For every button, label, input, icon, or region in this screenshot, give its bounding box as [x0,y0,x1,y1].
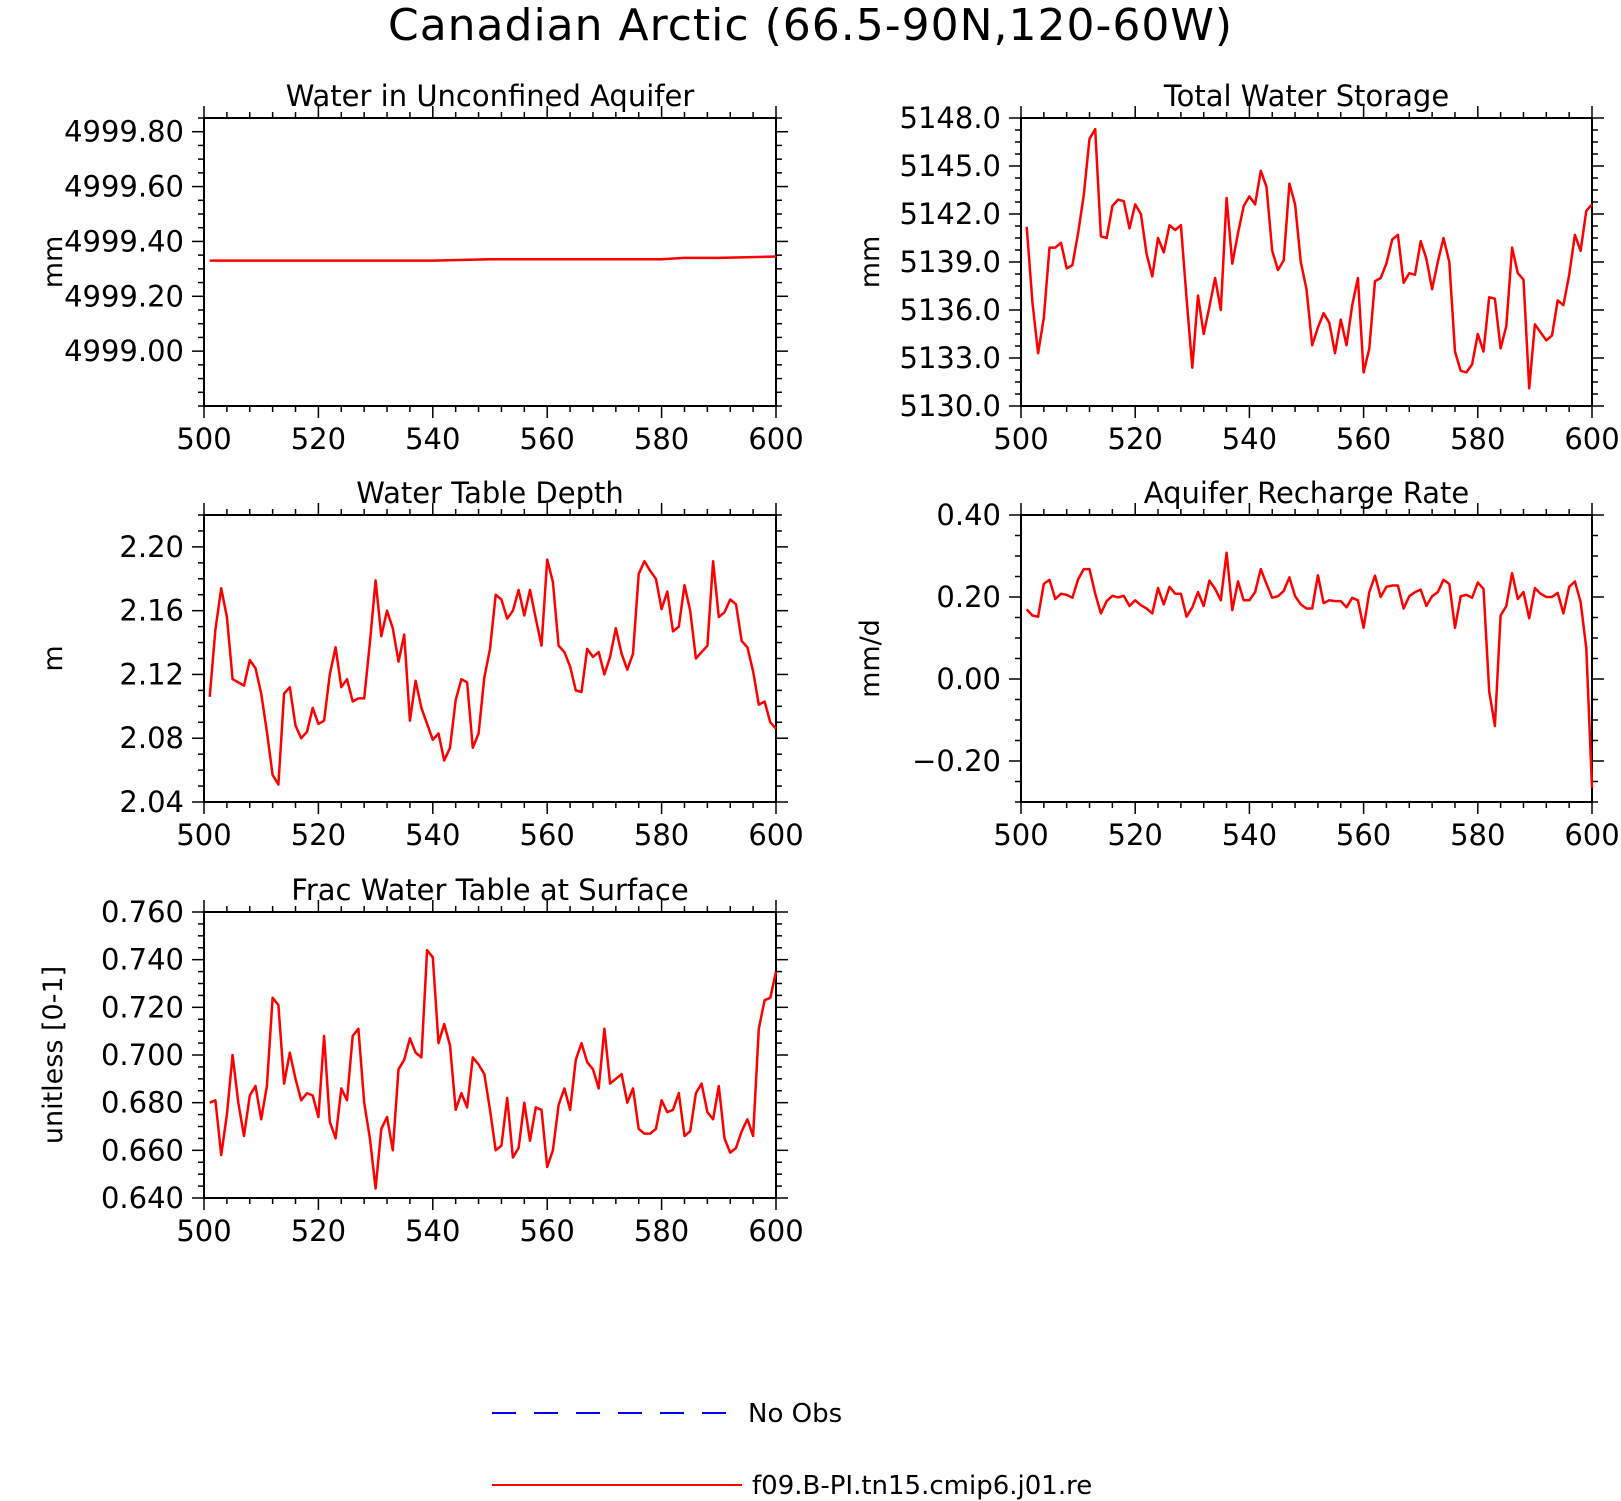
chart-total-water-storage: Total Water Storage mm 500 520 540 560 580 600 5… [855,79,1620,456]
y-tick-label: 5130.0 [900,389,1001,423]
x-tick-label: 520 [291,1214,346,1248]
data-line-water-table-depth [208,558,777,786]
chart-title: Aquifer Recharge Rate [1144,476,1470,510]
chart-water-table-depth: Water Table Depth m 500 520 540 560 580 600 2.04… [38,476,804,852]
y-tick-label: 0.760 [101,895,184,929]
chart-frac-water-table-at-surface: Frac Water Table at Surface unitless [0-1… [38,873,804,1248]
y-tick-label: 4999.60 [64,170,184,204]
x-tick-label: 560 [1336,422,1391,456]
x-tick-label: 500 [176,422,231,456]
y-tick-label: 0.20 [936,580,1001,614]
x-tick-label: 600 [748,818,803,852]
y-tick-label: 2.16 [119,594,184,628]
y-tick-label: 4999.00 [64,334,184,368]
y-tick-label: 0.740 [101,943,184,977]
x-tick-label: 520 [291,422,346,456]
x-tick-label: 580 [634,422,689,456]
y-tick-label: 5136.0 [900,293,1001,327]
x-tick-label: 540 [405,818,460,852]
x-tick-label: 500 [176,1214,231,1248]
y-tick-label: 0.640 [101,1181,184,1215]
y-axis-label: m [38,645,69,671]
x-tick-label: 520 [291,818,346,852]
y-tick-label: 5145.0 [900,149,1001,183]
page-title: Canadian Arctic (66.5-90N,120-60W) [387,0,1233,51]
y-tick-label: 0.700 [101,1038,184,1072]
y-tick-label: 0.660 [101,1133,184,1167]
chart-title: Water in Unconfined Aquifer [286,79,695,113]
y-tick-label: 2.12 [119,657,184,691]
x-tick-label: 560 [1336,818,1391,852]
x-tick-label: 540 [1222,818,1277,852]
data-line-total-water-storage [1025,127,1593,390]
x-tick-label: 580 [634,1214,689,1248]
y-tick-label: 0.40 [936,498,1001,532]
x-tick-label: 580 [1450,818,1505,852]
data-line-aquifer-recharge-rate [1025,551,1594,788]
x-tick-label: 540 [405,422,460,456]
plot-frame [203,117,777,407]
y-tick-label: 2.04 [119,785,184,819]
x-tick-label: 540 [1222,422,1277,456]
plot-frame [203,514,777,803]
y-tick-label: 5142.0 [900,197,1001,231]
y-tick-label: 2.20 [119,530,184,564]
y-axis-label: mm [38,236,69,289]
x-tick-label: 520 [1108,818,1163,852]
y-tick-label: 0.720 [101,990,184,1024]
y-tick-label: 5139.0 [900,245,1001,279]
y-tick-label: 2.08 [119,721,184,755]
chart-aquifer-recharge-rate: Aquifer Recharge Rate mm/d 500 520 540 560 580… [855,476,1620,852]
chart-water-in-unconfined-aquifer: Water in Unconfined Aquifer mm 500 520 540 56… [38,79,804,456]
y-tick-label: 0.680 [101,1086,184,1120]
plot-frame [1020,117,1593,407]
y-tick-label: −0.20 [912,744,1001,778]
y-tick-label: 5148.0 [900,101,1001,135]
y-axis-label: unitless [0-1] [38,966,69,1144]
data-line-water-in-unconfined-aquifer [209,255,777,262]
x-tick-label: 580 [1450,422,1505,456]
y-tick-label: 4999.40 [64,224,184,258]
x-tick-label: 520 [1108,422,1163,456]
x-tick-label: 580 [634,818,689,852]
x-tick-label: 600 [748,1214,803,1248]
y-axis-label: mm [855,236,886,289]
x-tick-label: 600 [1564,818,1619,852]
x-tick-label: 600 [748,422,803,456]
x-tick-label: 500 [993,422,1048,456]
y-tick-label: 0.00 [936,662,1001,696]
x-tick-label: 540 [405,1214,460,1248]
chart-title: Water Table Depth [356,476,624,510]
x-tick-label: 560 [520,818,575,852]
data-line-frac-water-table-at-surface [209,948,778,1190]
y-tick-label: 5133.0 [900,341,1001,375]
x-tick-label: 500 [993,818,1048,852]
x-tick-label: 600 [1564,422,1619,456]
chart-title: Frac Water Table at Surface [291,873,688,907]
x-tick-label: 560 [520,422,575,456]
x-tick-label: 560 [520,1214,575,1248]
y-axis-label: mm/d [855,619,886,698]
plot-frame [1020,514,1593,803]
x-tick-label: 500 [176,818,231,852]
y-tick-label: 4999.20 [64,279,184,313]
chart-title: Total Water Storage [1163,79,1449,113]
y-tick-label: 4999.80 [64,115,184,149]
